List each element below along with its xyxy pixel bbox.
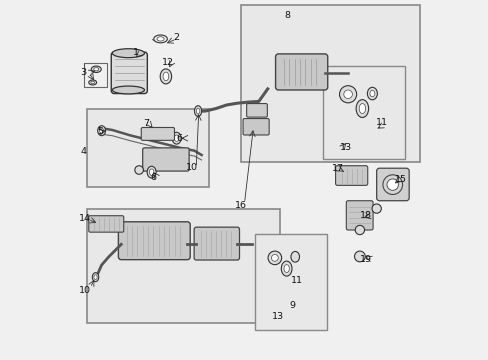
Ellipse shape [194, 106, 201, 116]
FancyBboxPatch shape [275, 54, 327, 90]
FancyBboxPatch shape [376, 168, 408, 201]
Ellipse shape [366, 87, 377, 100]
Ellipse shape [382, 175, 402, 194]
FancyBboxPatch shape [111, 52, 147, 94]
FancyBboxPatch shape [118, 222, 190, 260]
Text: 11: 11 [291, 275, 303, 284]
Ellipse shape [174, 135, 179, 141]
Ellipse shape [281, 261, 291, 276]
Text: 7: 7 [143, 119, 149, 128]
Ellipse shape [369, 90, 374, 97]
FancyBboxPatch shape [141, 127, 174, 140]
Circle shape [371, 204, 381, 213]
Bar [87, 109, 208, 187]
Ellipse shape [160, 69, 171, 84]
Circle shape [354, 251, 365, 262]
Text: 8: 8 [284, 11, 290, 20]
Bar [255, 234, 326, 330]
Ellipse shape [147, 166, 156, 178]
Ellipse shape [163, 72, 168, 81]
Ellipse shape [91, 81, 94, 84]
Ellipse shape [112, 86, 144, 94]
Ellipse shape [196, 108, 200, 114]
Text: 9: 9 [288, 301, 294, 310]
Text: 13: 13 [271, 312, 283, 321]
Text: 6: 6 [176, 134, 182, 143]
Ellipse shape [88, 80, 97, 85]
Ellipse shape [343, 90, 352, 99]
Ellipse shape [92, 273, 99, 282]
Ellipse shape [271, 255, 278, 261]
Text: 2: 2 [173, 33, 179, 42]
Ellipse shape [284, 265, 289, 273]
Text: 16: 16 [234, 201, 246, 210]
FancyBboxPatch shape [346, 201, 372, 230]
Ellipse shape [172, 132, 181, 144]
Bar [84, 63, 107, 87]
Text: 18: 18 [359, 211, 371, 220]
Ellipse shape [157, 37, 164, 41]
Ellipse shape [100, 128, 103, 133]
FancyBboxPatch shape [142, 148, 189, 171]
Circle shape [135, 166, 143, 174]
Text: 17: 17 [331, 164, 344, 173]
Ellipse shape [355, 100, 368, 117]
Text: 4: 4 [80, 147, 86, 156]
Text: 10: 10 [78, 285, 90, 294]
FancyBboxPatch shape [243, 118, 268, 135]
Text: 13: 13 [339, 143, 351, 152]
Text: 12: 12 [162, 58, 173, 67]
Ellipse shape [358, 104, 365, 113]
Text: 10: 10 [185, 163, 198, 172]
FancyBboxPatch shape [335, 166, 367, 185]
FancyBboxPatch shape [246, 104, 267, 117]
Ellipse shape [290, 251, 299, 262]
Text: 11: 11 [376, 118, 387, 127]
Text: 15: 15 [394, 175, 406, 184]
Text: 3: 3 [80, 68, 86, 77]
Ellipse shape [94, 68, 99, 71]
FancyBboxPatch shape [194, 227, 239, 260]
Ellipse shape [94, 275, 97, 279]
Text: 6: 6 [150, 173, 156, 182]
Ellipse shape [267, 251, 281, 265]
Ellipse shape [149, 169, 154, 175]
Text: 19: 19 [359, 255, 371, 264]
Ellipse shape [339, 86, 356, 103]
Text: 5: 5 [97, 127, 103, 136]
Text: 14: 14 [78, 214, 90, 223]
Ellipse shape [112, 49, 144, 58]
Ellipse shape [98, 126, 105, 136]
FancyBboxPatch shape [88, 216, 123, 232]
Bar [241, 5, 419, 162]
Ellipse shape [386, 179, 398, 190]
Text: 1: 1 [133, 48, 139, 57]
Ellipse shape [91, 66, 101, 72]
Bar [323, 66, 405, 158]
Ellipse shape [153, 35, 167, 43]
Circle shape [354, 225, 364, 235]
Bar [87, 208, 280, 323]
